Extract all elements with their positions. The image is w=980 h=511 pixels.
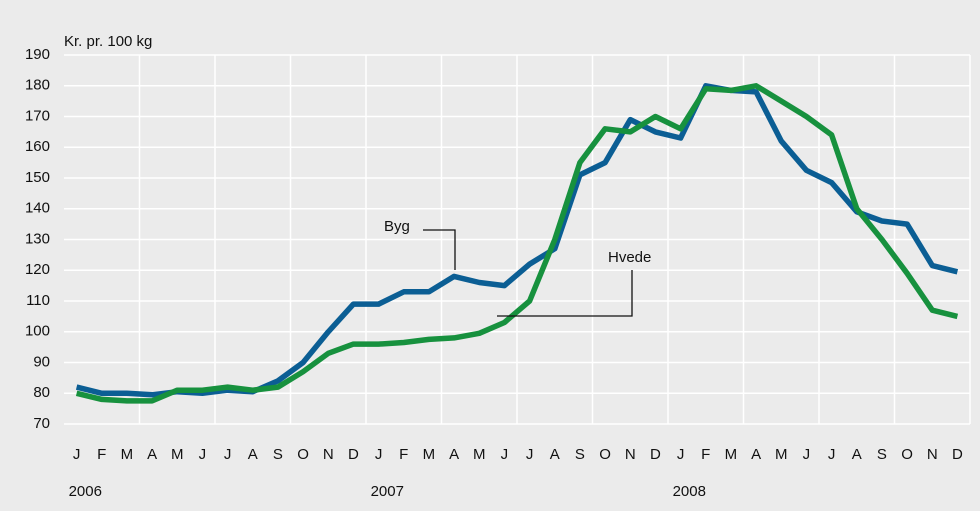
x-tick-label: M bbox=[775, 446, 788, 463]
x-tick-label: A bbox=[147, 446, 157, 463]
y-tick-label: 180 bbox=[25, 77, 50, 94]
y-tick-label: 110 bbox=[26, 292, 50, 309]
y-tick-label: 90 bbox=[33, 353, 50, 370]
x-tick-label: F bbox=[701, 446, 710, 463]
leader-line bbox=[497, 270, 633, 317]
x-tick-label: A bbox=[550, 446, 560, 463]
x-tick-label: J bbox=[375, 446, 383, 463]
y-tick-label: 120 bbox=[25, 261, 50, 278]
x-tick-label: M bbox=[725, 446, 738, 463]
x-tick-label: A bbox=[248, 446, 258, 463]
x-tick-label: M bbox=[121, 446, 134, 463]
y-tick-label: 140 bbox=[25, 200, 50, 217]
x-tick-label: D bbox=[348, 446, 359, 463]
y-axis-label: Kr. pr. 100 kg bbox=[64, 33, 152, 50]
x-tick-label: M bbox=[473, 446, 486, 463]
leader-line bbox=[423, 229, 456, 270]
x-tick-label: J bbox=[828, 446, 836, 463]
x-tick-label: F bbox=[97, 446, 106, 463]
x-tick-label: J bbox=[224, 446, 232, 463]
series-line bbox=[75, 83, 959, 398]
x-tick-label: M bbox=[171, 446, 184, 463]
x-tick-label: D bbox=[650, 446, 661, 463]
y-tick-label: 100 bbox=[25, 323, 50, 340]
x-tick-label: N bbox=[323, 446, 334, 463]
year-label: 2006 bbox=[69, 483, 102, 500]
x-tick-label: O bbox=[297, 446, 309, 463]
x-tick-label: A bbox=[449, 446, 459, 463]
y-tick-label: 80 bbox=[33, 384, 50, 401]
x-tick-label: M bbox=[423, 446, 436, 463]
x-tick-label: A bbox=[751, 446, 761, 463]
x-tick-label: F bbox=[399, 446, 408, 463]
year-label: 2008 bbox=[673, 483, 706, 500]
y-tick-label: 170 bbox=[25, 107, 50, 124]
x-tick-label: D bbox=[952, 446, 963, 463]
x-tick-label: J bbox=[677, 446, 685, 463]
y-tick-label: 150 bbox=[25, 169, 50, 186]
year-label: 2007 bbox=[371, 483, 404, 500]
x-tick-label: J bbox=[526, 446, 534, 463]
y-tick-label: 70 bbox=[33, 415, 50, 432]
x-tick-label: J bbox=[501, 446, 509, 463]
x-tick-label: O bbox=[599, 446, 611, 463]
x-tick-label: J bbox=[73, 446, 81, 463]
x-tick-label: O bbox=[901, 446, 913, 463]
x-tick-label: J bbox=[803, 446, 811, 463]
x-tick-label: N bbox=[927, 446, 938, 463]
x-tick-label: S bbox=[575, 446, 585, 463]
y-tick-label: 160 bbox=[25, 138, 50, 155]
y-tick-label: 190 bbox=[25, 46, 50, 63]
series-label: Hvede bbox=[608, 249, 651, 266]
x-tick-label: A bbox=[852, 446, 862, 463]
x-tick-label: S bbox=[877, 446, 887, 463]
x-tick-label: S bbox=[273, 446, 283, 463]
series-line bbox=[75, 83, 959, 404]
x-tick-label: N bbox=[625, 446, 636, 463]
series-label: Byg bbox=[384, 218, 410, 235]
x-tick-label: J bbox=[199, 446, 207, 463]
y-tick-label: 130 bbox=[25, 230, 50, 247]
